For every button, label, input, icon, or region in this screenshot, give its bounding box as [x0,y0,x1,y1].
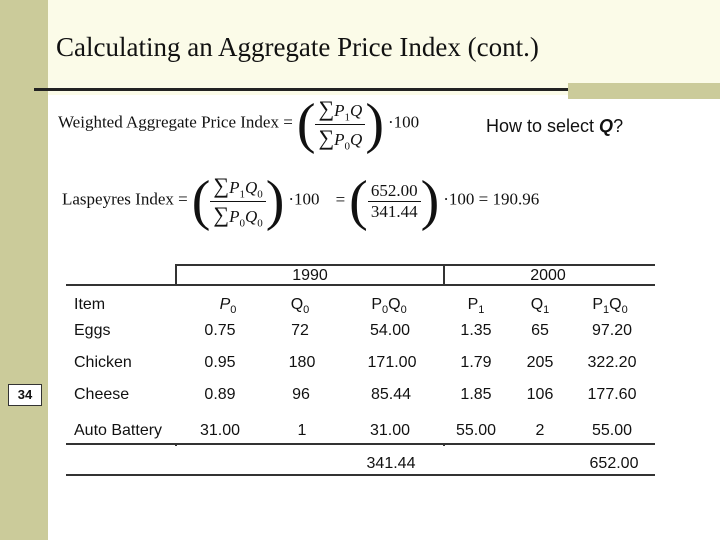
row-cheese-p0: 0.89 [204,386,236,403]
row-eggs-p0q0: 54.00 [369,322,411,339]
table-divider-total-left [175,444,177,446]
row-cheese-p0q0: 85.44 [370,386,412,403]
row-chicken-q1: 205 [526,354,554,371]
p0q0-header: P0Q0 [371,296,407,317]
q0-header: Q0 [290,296,310,317]
row-eggs-q0: 72 [291,322,309,339]
year-2000-header: 2000 [530,267,566,284]
laspeyres-numerator: 652.00 [370,180,418,200]
item-header: Item [74,296,106,313]
table-header-rule [66,284,655,286]
title-rule [34,88,568,91]
laspeyres-value-fraction: 652.00 341.44 [367,180,421,222]
row-battery-p1q0: 55.00 [591,422,633,439]
row-chicken-q0: 180 [288,354,316,371]
laspeyres-denominator: 341.44 [367,200,421,222]
row-eggs-q1: 65 [531,322,549,339]
question-suffix: ? [613,116,624,136]
p1q0-header: P1Q0 [592,296,628,317]
row-eggs-item: Eggs [74,322,111,339]
table-divider-left [175,264,177,284]
title-background [48,0,720,95]
row-cheese-p1: 1.85 [460,386,492,403]
year-1990-header: 1990 [292,267,328,284]
total-p1q0: 652.00 [589,455,639,472]
row-battery-p0: 31.00 [199,422,241,439]
table-bottom-rule [66,443,655,445]
row-battery-item: Auto Battery [74,422,163,439]
row-cheese-item: Cheese [74,386,130,403]
row-battery-q1: 2 [535,422,545,439]
slide-title: Calculating an Aggregate Price Index (co… [56,32,539,62]
table-divider-mid [443,264,445,284]
laspeyres-formula: Laspeyres Index = ( ∑P1Q0 ∑P0Q0 ) ·100 =… [62,170,540,232]
question-prefix: How to select [486,116,600,136]
laspeyres-label: Laspeyres Index = [62,189,188,209]
table-footer-rule [66,474,655,476]
table-divider-total-mid [443,444,445,446]
table-top-rule [175,264,655,266]
row-eggs-p1q0: 97.20 [591,322,633,339]
row-cheese-p1q0: 177.60 [587,386,637,403]
row-battery-q0: 1 [297,422,307,439]
weighted-index-formula: Weighted Aggregate Price Index = ( ∑P1Q … [58,93,420,155]
row-chicken-p0: 0.95 [204,354,236,371]
p0-header: P0 [219,296,237,317]
laspeyres-equals: = [335,189,346,209]
row-chicken-p0q0: 171.00 [367,354,417,371]
weighted-index-label: Weighted Aggregate Price Index = [58,112,293,132]
p1-header: P1 [467,296,485,317]
row-battery-p0q0: 31.00 [369,422,411,439]
laspeyres-result: ·100 = 190.96 [443,189,540,209]
weighted-times-100: ·100 [387,112,420,132]
laspeyres-times-100: ·100 [288,189,320,209]
title-accent-bar [568,83,720,99]
row-chicken-p1: 1.79 [460,354,492,371]
q1-header: Q1 [530,296,550,317]
total-p0q0: 341.44 [366,455,416,472]
row-battery-p1: 55.00 [455,422,497,439]
row-cheese-q0: 96 [292,386,310,403]
row-eggs-p1: 1.35 [460,322,492,339]
slide-number: 34 [8,384,42,406]
row-chicken-item: Chicken [74,354,132,371]
row-eggs-p0: 0.75 [204,322,236,339]
row-chicken-p1q0: 322.20 [587,354,637,371]
row-cheese-q1: 106 [526,386,554,403]
question-variable: Q [599,116,614,136]
question-text: How to select Q? [486,116,623,137]
